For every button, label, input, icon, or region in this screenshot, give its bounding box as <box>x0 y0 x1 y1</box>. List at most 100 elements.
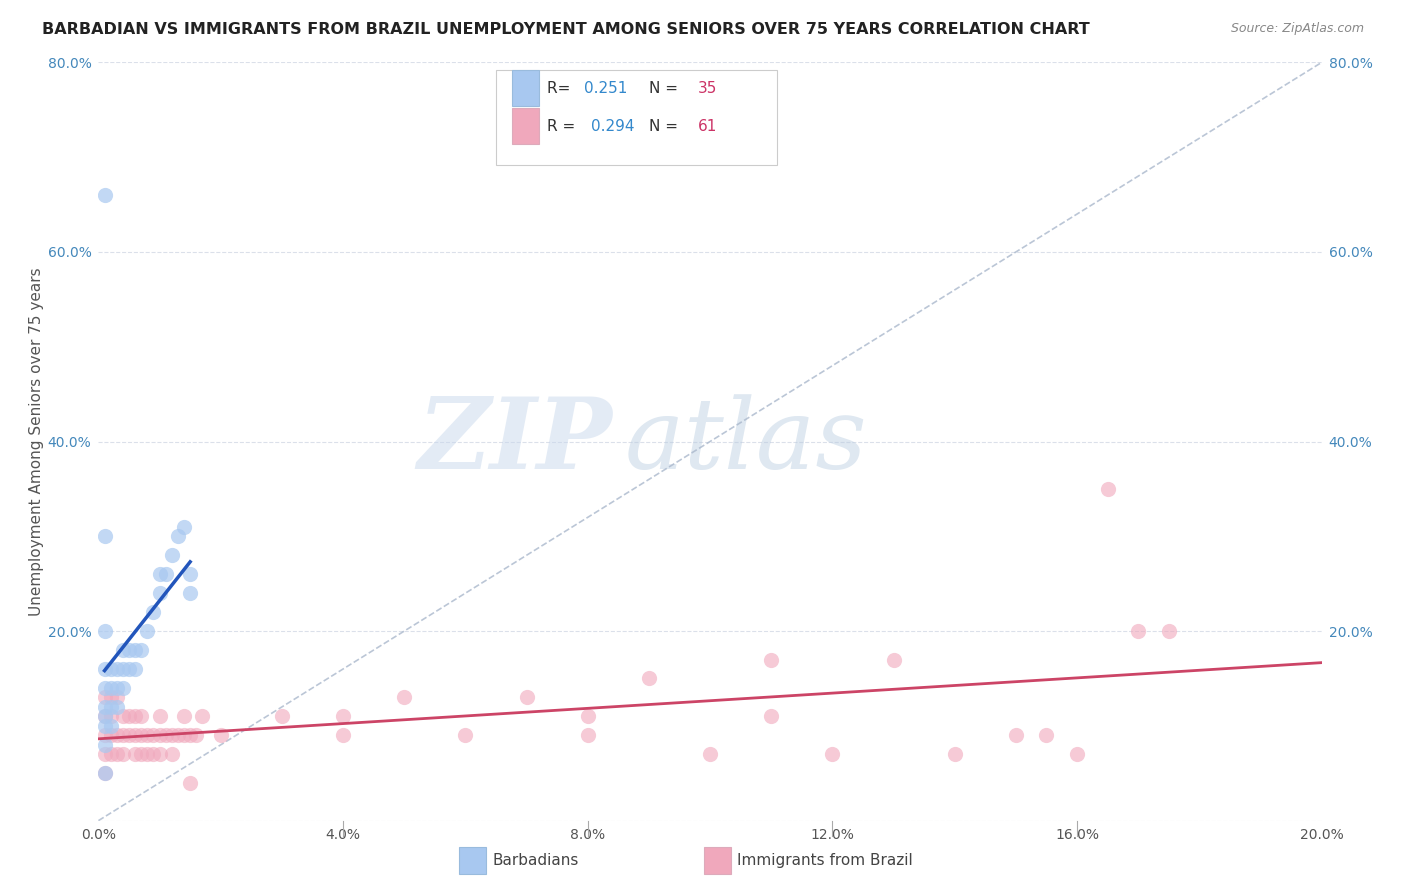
Point <box>186 728 208 742</box>
Point <box>93 662 115 676</box>
Point <box>332 709 354 723</box>
Point <box>105 690 128 705</box>
FancyBboxPatch shape <box>512 70 538 106</box>
Point <box>160 548 183 563</box>
Point <box>124 747 146 762</box>
Point <box>93 529 115 543</box>
Point <box>105 699 128 714</box>
Point <box>105 681 128 695</box>
Text: 61: 61 <box>697 120 717 135</box>
Point <box>93 709 115 723</box>
Point <box>821 747 844 762</box>
Point <box>160 728 183 742</box>
Point <box>118 728 141 742</box>
Point <box>93 709 115 723</box>
Point <box>93 766 115 780</box>
Point <box>149 728 172 742</box>
Point <box>111 662 134 676</box>
Point <box>105 728 128 742</box>
Point <box>93 690 115 705</box>
Point <box>136 624 159 639</box>
Point <box>332 728 354 742</box>
Point <box>111 643 134 657</box>
Text: N =: N = <box>648 120 678 135</box>
Text: R =: R = <box>547 120 575 135</box>
Point <box>136 728 159 742</box>
Point <box>105 662 128 676</box>
Point <box>1004 728 1026 742</box>
Point <box>129 709 152 723</box>
Point <box>1128 624 1150 639</box>
Point <box>1097 482 1119 496</box>
Point <box>111 728 134 742</box>
Point <box>118 709 141 723</box>
Point <box>93 699 115 714</box>
Point <box>173 728 195 742</box>
Point <box>167 728 190 742</box>
Point <box>173 520 195 534</box>
Point <box>93 188 115 202</box>
Point <box>191 709 214 723</box>
Point <box>124 643 146 657</box>
Point <box>100 699 122 714</box>
Point <box>759 709 782 723</box>
Point <box>173 709 195 723</box>
Point <box>454 728 477 742</box>
Point <box>155 728 177 742</box>
Point <box>124 709 146 723</box>
Point <box>179 728 201 742</box>
Point <box>1157 624 1180 639</box>
Point <box>100 709 122 723</box>
Point <box>179 776 201 790</box>
Point <box>100 719 122 733</box>
Point <box>142 605 165 619</box>
Text: 0.294: 0.294 <box>592 120 636 135</box>
Point <box>111 747 134 762</box>
Point <box>637 672 661 686</box>
Point <box>93 624 115 639</box>
Point <box>100 747 122 762</box>
FancyBboxPatch shape <box>496 70 778 165</box>
Text: atlas: atlas <box>624 394 868 489</box>
Point <box>124 728 146 742</box>
Point <box>93 681 115 695</box>
Point <box>93 728 115 742</box>
Point <box>129 643 152 657</box>
Point <box>149 567 172 582</box>
Text: ZIP: ZIP <box>418 393 612 490</box>
FancyBboxPatch shape <box>460 847 486 874</box>
Y-axis label: Unemployment Among Seniors over 75 years: Unemployment Among Seniors over 75 years <box>30 268 44 615</box>
Text: Source: ZipAtlas.com: Source: ZipAtlas.com <box>1230 22 1364 36</box>
Point <box>149 747 172 762</box>
Point <box>149 709 172 723</box>
Point <box>149 586 172 600</box>
FancyBboxPatch shape <box>512 108 538 145</box>
Point <box>136 747 159 762</box>
Point <box>111 681 134 695</box>
Point <box>576 709 599 723</box>
Point <box>167 529 190 543</box>
Point <box>516 690 538 705</box>
Point <box>100 690 122 705</box>
Point <box>129 728 152 742</box>
Point <box>93 747 115 762</box>
Text: 35: 35 <box>697 81 717 96</box>
Text: Immigrants from Brazil: Immigrants from Brazil <box>737 854 912 868</box>
Text: N =: N = <box>648 81 678 96</box>
Point <box>759 652 782 666</box>
Point <box>100 681 122 695</box>
Point <box>100 728 122 742</box>
Point <box>270 709 292 723</box>
Point <box>100 662 122 676</box>
Point <box>129 747 152 762</box>
Point <box>142 728 165 742</box>
Point <box>111 709 134 723</box>
Point <box>883 652 905 666</box>
Point <box>105 747 128 762</box>
FancyBboxPatch shape <box>704 847 731 874</box>
Text: R=: R= <box>547 81 575 96</box>
Point <box>142 747 165 762</box>
Point <box>1066 747 1088 762</box>
Point <box>118 643 141 657</box>
Point <box>576 728 599 742</box>
